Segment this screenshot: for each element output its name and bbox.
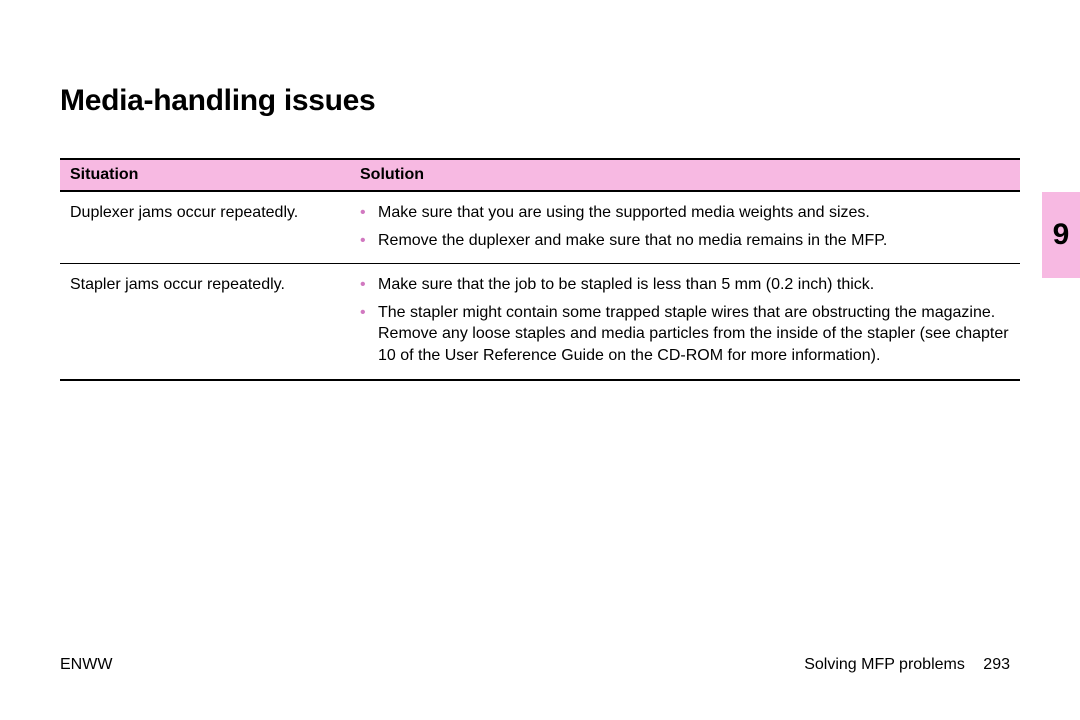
- solution-cell: Make sure that the job to be stapled is …: [350, 264, 1020, 380]
- table-row: Stapler jams occur repeatedly. Make sure…: [60, 264, 1020, 380]
- solution-item: The stapler might contain some trapped s…: [360, 302, 1010, 367]
- page-title: Media-handling issues: [60, 84, 1010, 118]
- solution-item: Make sure that the job to be stapled is …: [360, 274, 1010, 296]
- document-page: Media-handling issues Situation Solution…: [0, 0, 1080, 720]
- footer-right: Solving MFP problems 293: [804, 656, 1010, 674]
- table-row: Duplexer jams occur repeatedly. Make sur…: [60, 191, 1020, 264]
- solution-cell: Make sure that you are using the support…: [350, 191, 1020, 264]
- footer-page-number: 293: [983, 656, 1010, 673]
- solution-item: Remove the duplexer and make sure that n…: [360, 230, 1010, 252]
- table-header-row: Situation Solution: [60, 159, 1020, 191]
- solution-list: Make sure that you are using the support…: [360, 202, 1010, 251]
- chapter-number: 9: [1053, 218, 1070, 252]
- footer-left: ENWW: [60, 656, 112, 674]
- page-footer: ENWW Solving MFP problems 293: [60, 656, 1010, 674]
- situation-cell: Stapler jams occur repeatedly.: [60, 264, 350, 380]
- footer-section: Solving MFP problems: [804, 656, 965, 673]
- header-solution: Solution: [350, 159, 1020, 191]
- issues-table: Situation Solution Duplexer jams occur r…: [60, 158, 1020, 381]
- solution-item: Make sure that you are using the support…: [360, 202, 1010, 224]
- header-situation: Situation: [60, 159, 350, 191]
- situation-cell: Duplexer jams occur repeatedly.: [60, 191, 350, 264]
- solution-list: Make sure that the job to be stapled is …: [360, 274, 1010, 366]
- chapter-tab: 9: [1042, 192, 1080, 278]
